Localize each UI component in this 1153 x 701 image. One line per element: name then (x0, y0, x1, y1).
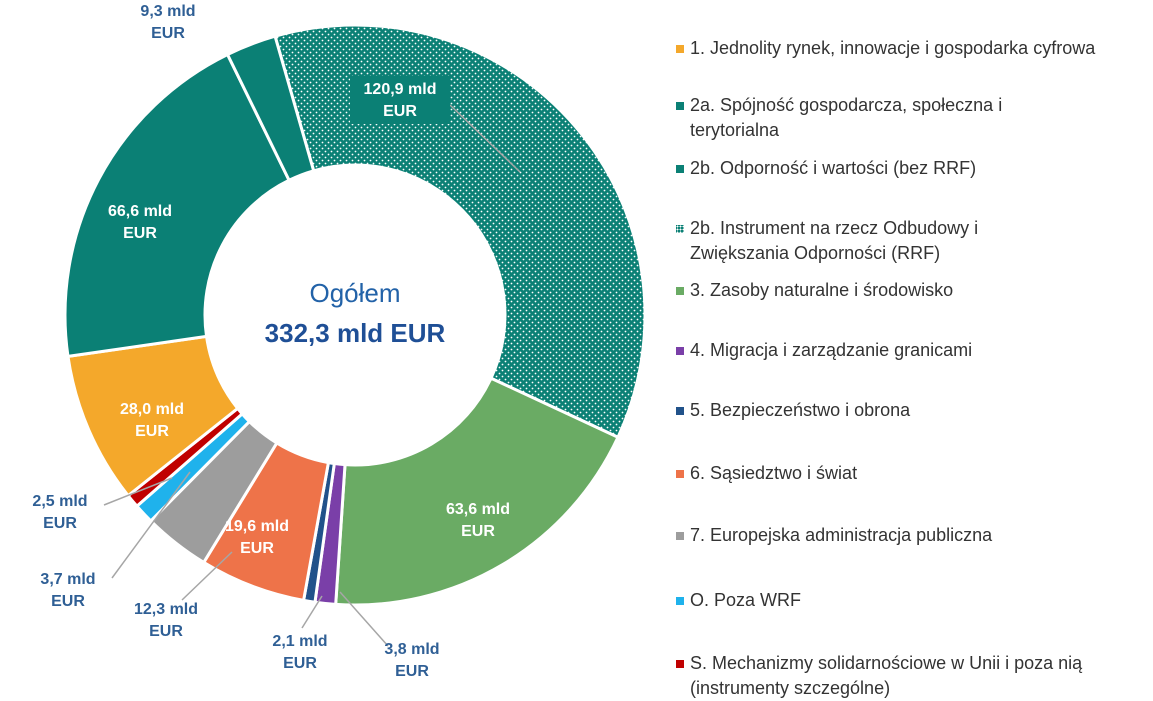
legend-marker (676, 347, 684, 355)
leader-line (103, 477, 173, 506)
legend-entry: 2a. Spójność gospodarcza, społeczna i te… (690, 95, 1003, 140)
label-line: EUR (461, 523, 495, 540)
legend-entry: 7. Europejska administracja publiczna (690, 525, 993, 545)
data-label: 19,6 mld EUR (225, 518, 289, 557)
center-label: Ogółem (309, 278, 400, 308)
label-line: 120,9 mld (364, 81, 437, 98)
data-label: 120,9 mld EUR (364, 81, 437, 120)
label-line: EUR (43, 515, 77, 532)
label-line: 2,5 mld (32, 493, 87, 510)
legend-marker (676, 597, 684, 605)
legend-entry: 4. Migracja i zarządzanie granicami (690, 340, 973, 360)
label-line: 28,0 mld (120, 401, 184, 418)
legend-marker (676, 165, 684, 173)
donut-segment (63, 52, 292, 359)
label-line: EUR (123, 225, 157, 242)
label-line: EUR (283, 655, 317, 672)
label-line: EUR (395, 663, 429, 680)
label-line: 66,6 mld (108, 203, 172, 220)
legend-entry: 3. Zasoby naturalne i środowisko (690, 280, 954, 300)
legend-entry: 1. Jednolity rynek, innowacje i gospodar… (690, 38, 1096, 58)
data-label: 2,5 mld EUR (32, 493, 87, 532)
label-line: 12,3 mld (134, 601, 198, 618)
data-label: 2,1 mld EUR (272, 633, 327, 672)
label-line: EUR (135, 423, 169, 440)
label-line: 3,8 mld (384, 641, 439, 658)
total-label: 332,3 mld EUR (265, 318, 446, 348)
legend-entry: 6. Sąsiedztwo i świat (690, 463, 858, 483)
data-label: 9,3 mld EUR (140, 3, 195, 42)
label-line: 19,6 mld (225, 518, 289, 535)
legend-marker (676, 407, 684, 415)
label-bg (350, 76, 450, 124)
legend-entry: 2b. Odporność i wartości (bez RRF) (690, 158, 977, 178)
legend-marker (676, 45, 684, 53)
data-label: 66,6 mld EUR (108, 203, 172, 242)
legend-entry: O. Poza WRF (690, 590, 802, 610)
legend-marker (676, 225, 684, 233)
legend-marker (676, 470, 684, 478)
leader-line (449, 104, 521, 173)
donut-segment (225, 34, 316, 183)
legend-entry: S. Mechanizmy solidarnościowe w Unii i p… (690, 653, 1083, 698)
leader-line (301, 595, 323, 629)
data-label: 28,0 mld EUR (120, 401, 184, 440)
label-line: EUR (240, 540, 274, 557)
data-label: 63,6 mld EUR (446, 501, 510, 540)
label-line: EUR (149, 623, 183, 640)
leader-line (111, 471, 191, 579)
leader-line (339, 591, 389, 647)
legend-marker (676, 102, 684, 110)
label-line: EUR (51, 593, 85, 610)
label-line: 3,7 mld (40, 571, 95, 588)
label-line: 63,6 mld (446, 501, 510, 518)
donut-segment (273, 23, 647, 440)
legend-marker (676, 532, 684, 540)
leader-line (181, 551, 233, 601)
legend-entry: 5. Bezpieczeństwo i obrona (690, 400, 911, 420)
legend-entry: 2b. Instrument na rzecz Odbudowy i Zwięk… (690, 218, 979, 263)
legend-marker (676, 660, 684, 668)
data-label: 3,7 mld EUR (40, 571, 95, 610)
donut-segment (334, 376, 620, 607)
legend-marker (676, 287, 684, 295)
label-line: EUR (383, 103, 417, 120)
label-line: 9,3 mld (140, 3, 195, 20)
label-line: EUR (151, 25, 185, 42)
label-line: 2,1 mld (272, 633, 327, 650)
data-label: 12,3 mld EUR (134, 601, 198, 640)
data-label: 3,8 mld EUR (384, 641, 439, 680)
